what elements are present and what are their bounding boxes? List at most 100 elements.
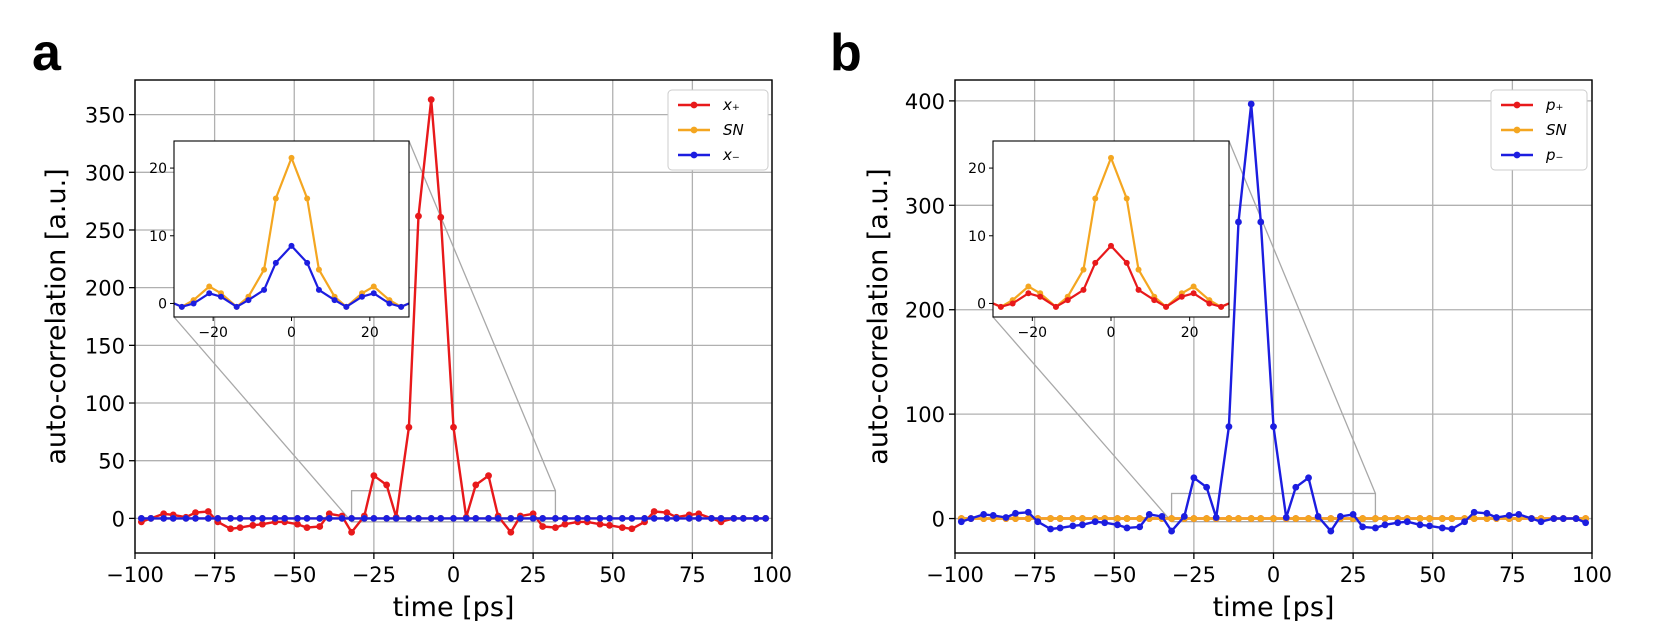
- data-point: [1180, 513, 1188, 520]
- zoom-connector-line: [992, 316, 1173, 523]
- data-point: [1069, 522, 1077, 530]
- chart-panel-b: b−100 −75 −50 −25 0 25 50 75 1000100200300400tim…: [830, 24, 1612, 621]
- data-point: [405, 514, 413, 522]
- data-point: [1559, 515, 1567, 522]
- data-point: [1079, 515, 1086, 522]
- data-point: [539, 523, 547, 530]
- data-point: [227, 514, 234, 522]
- data-point: [1091, 518, 1099, 526]
- inset-data-point: [1092, 259, 1099, 266]
- data-point: [1537, 518, 1545, 526]
- inset-data-point: [206, 290, 213, 297]
- inset-data-point: [1218, 303, 1225, 310]
- data-point: [1448, 515, 1456, 522]
- data-point: [303, 514, 311, 522]
- data-point: [370, 514, 378, 522]
- x-axis-label: time [ps]: [1213, 592, 1335, 621]
- inset-data-point: [1123, 195, 1130, 202]
- data-point: [1483, 509, 1491, 517]
- x-tick-label: 25: [520, 563, 547, 587]
- data-point: [294, 514, 301, 522]
- data-point: [1034, 518, 1042, 526]
- data-point: [989, 512, 997, 519]
- y-tick-label: 100: [905, 403, 945, 427]
- x-tick-label: −50: [272, 563, 316, 587]
- y-tick-label: 300: [85, 161, 125, 185]
- data-point: [204, 508, 212, 515]
- inset-frame: [173, 140, 410, 318]
- data-point: [1047, 525, 1054, 533]
- inset-x-tick-label: 20: [361, 325, 379, 341]
- data-point: [338, 514, 346, 522]
- inset-data-point: [1190, 283, 1197, 290]
- data-point: [383, 481, 391, 489]
- zoom-connector-line: [173, 316, 353, 523]
- data-point: [1257, 515, 1265, 522]
- data-point: [249, 521, 257, 529]
- data-point: [708, 514, 715, 522]
- plot-frame: [134, 79, 773, 554]
- data-point: [1314, 513, 1322, 520]
- data-point: [561, 520, 569, 528]
- data-point: [472, 481, 480, 489]
- data-point: [1483, 515, 1491, 522]
- inset-data-point: [261, 286, 268, 293]
- data-point: [1305, 474, 1312, 482]
- data-point: [739, 514, 747, 522]
- data-point: [1145, 510, 1153, 518]
- data-point: [450, 423, 457, 431]
- data-point: [214, 514, 222, 522]
- chart-panel-a: a−100 −75 −50 −25 0 25 50 75 1000501001502002503…: [32, 24, 792, 621]
- x-tick-label: 50: [599, 563, 626, 587]
- panel-label: b: [830, 24, 862, 82]
- data-point: [583, 514, 591, 522]
- data-point: [325, 514, 333, 522]
- data-point: [606, 514, 613, 522]
- legend: p₊ SN p₋: [1490, 89, 1588, 171]
- legend-swatch-marker: [1513, 101, 1521, 109]
- data-point: [316, 514, 324, 522]
- data-point: [628, 514, 636, 522]
- x-tick-label: 100: [752, 563, 792, 587]
- y-tick-label: 0: [112, 507, 125, 531]
- data-point: [1235, 515, 1242, 522]
- legend-box: [1490, 89, 1588, 171]
- data-point: [1203, 515, 1211, 522]
- data-point: [1257, 218, 1265, 226]
- y-axis-label: auto-correlation [a.u.]: [863, 168, 894, 464]
- data-point: [730, 514, 738, 522]
- data-point: [427, 96, 435, 104]
- x-tick-label: −75: [1012, 563, 1056, 587]
- series-group: [957, 100, 1590, 535]
- legend-swatch-marker: [690, 101, 698, 109]
- data-point: [1359, 515, 1367, 522]
- inset-data-point: [370, 290, 377, 297]
- y-tick-label: 200: [85, 277, 125, 301]
- legend-entry-label: x₊: [722, 96, 740, 114]
- data-point: [437, 514, 445, 522]
- data-point: [650, 514, 658, 522]
- legend-swatch-marker: [690, 126, 698, 134]
- data-point: [227, 525, 234, 533]
- y-tick-label: 0: [932, 508, 945, 532]
- data-point: [574, 514, 582, 522]
- legend-swatch-marker: [1513, 126, 1521, 134]
- data-point: [1292, 515, 1300, 522]
- inset-data-point: [1092, 195, 1099, 202]
- data-point: [1056, 524, 1064, 532]
- x-tick-label: −75: [192, 563, 236, 587]
- inset-y-tick-label: 0: [977, 296, 986, 312]
- inset-y-tick-label: 10: [149, 229, 167, 245]
- data-point: [1190, 474, 1198, 482]
- data-point: [472, 514, 480, 522]
- data-point: [415, 514, 422, 522]
- data-point: [673, 514, 680, 522]
- inset-data-point: [206, 283, 213, 290]
- data-point: [1047, 515, 1054, 522]
- series-group: [137, 96, 770, 536]
- inset-data-point: [288, 242, 295, 249]
- inset-data-point: [398, 303, 405, 310]
- data-point: [160, 514, 168, 522]
- data-point: [1448, 525, 1456, 533]
- data-point: [967, 515, 975, 522]
